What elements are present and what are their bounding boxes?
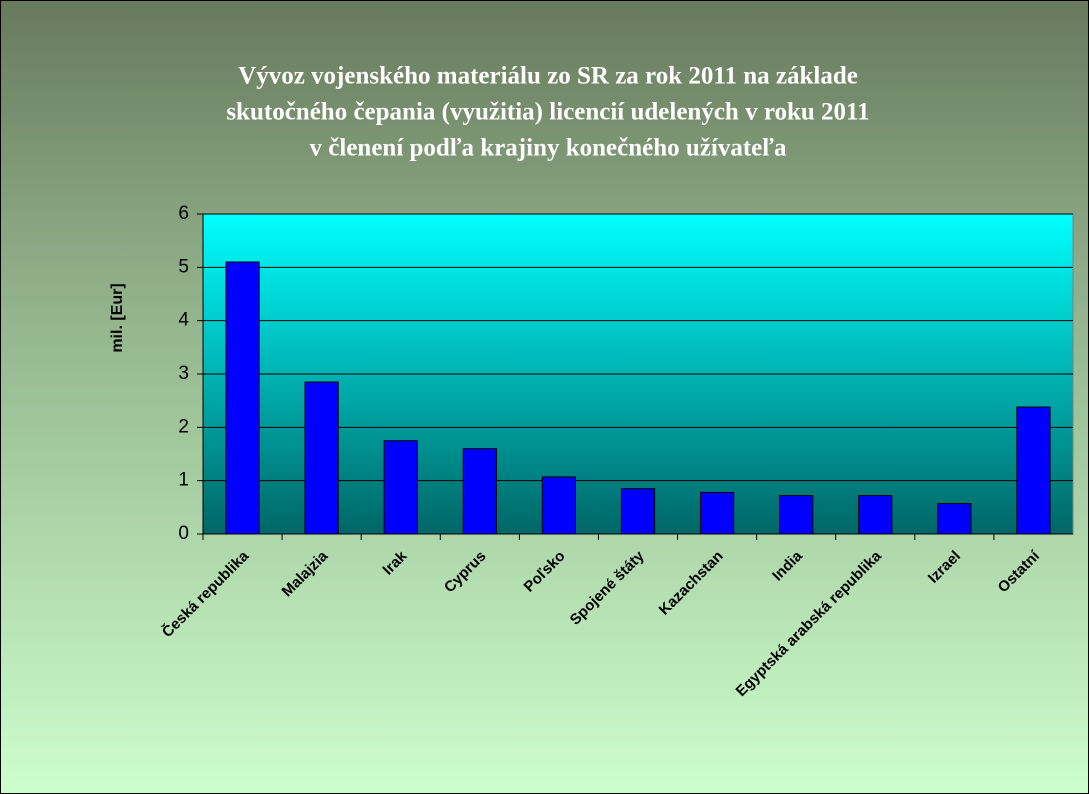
- bar: [699, 491, 735, 535]
- bar: [541, 476, 577, 535]
- chart-title: v členení podľa krajiny konečného užívat…: [310, 135, 787, 162]
- bar: [620, 488, 656, 535]
- bar: [779, 495, 814, 535]
- y-tick-label: 0: [178, 523, 189, 544]
- y-tick-label: 5: [178, 256, 189, 277]
- chart-title: skutočného čepania (využitia) licencií u…: [226, 99, 869, 126]
- chart-title: Vývoz vojenského materiálu zo SR za rok …: [238, 63, 858, 90]
- y-tick-label: 6: [178, 203, 189, 224]
- y-tick-label: 1: [178, 470, 189, 491]
- bar: [383, 440, 418, 535]
- y-tick-label: 3: [178, 363, 189, 384]
- bar: [304, 381, 339, 535]
- bar: [225, 261, 260, 535]
- y-tick-label: 2: [178, 416, 189, 437]
- bar: [462, 448, 497, 535]
- y-axis-label: mil. [Eur]: [109, 283, 126, 352]
- y-tick-label: 4: [178, 310, 189, 331]
- bar: [1016, 406, 1051, 535]
- bar: [937, 503, 972, 535]
- bar: [858, 495, 893, 535]
